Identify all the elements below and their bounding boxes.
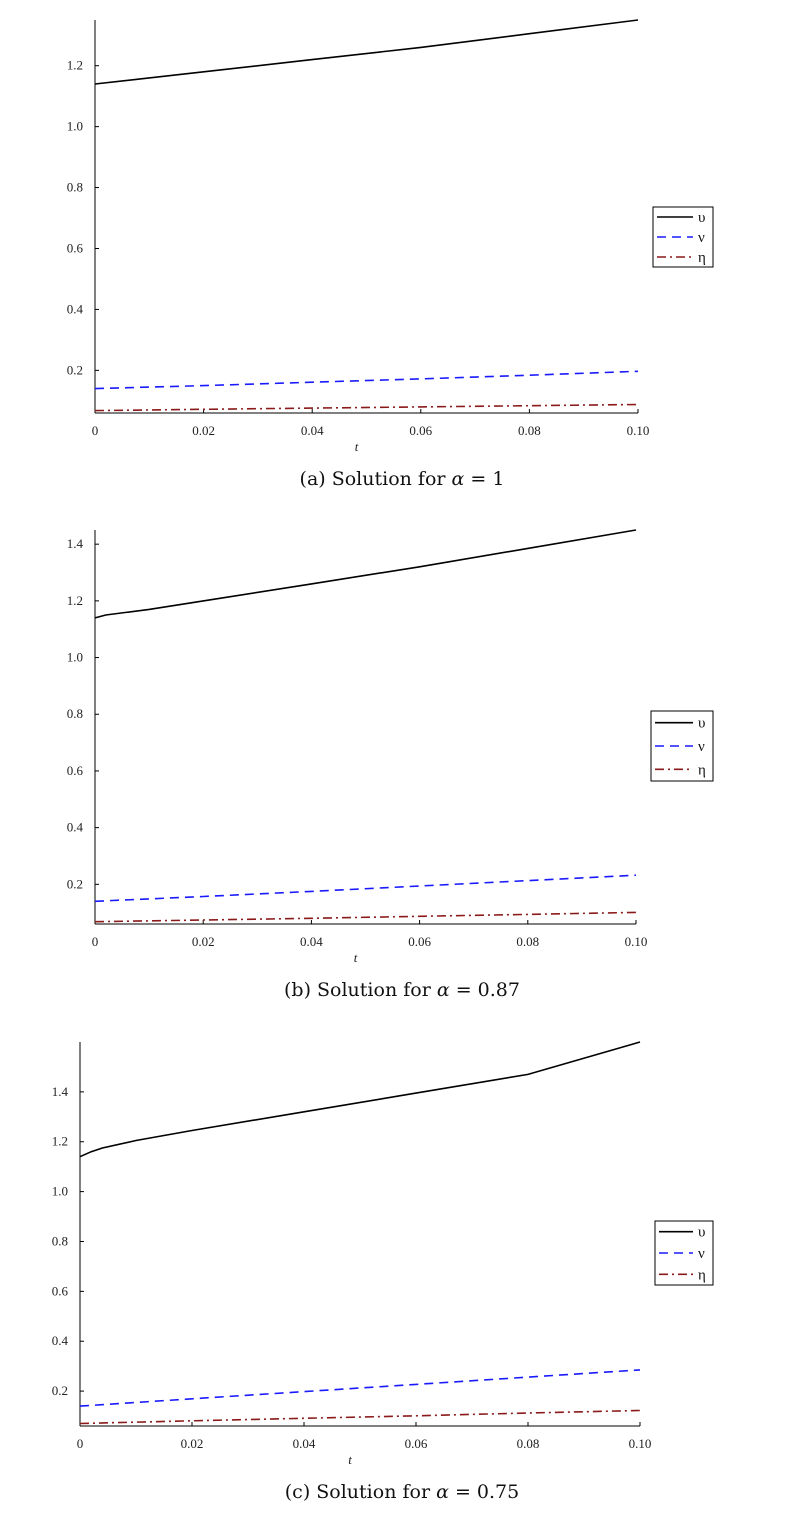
chart-a-x-tick-label: 0 bbox=[92, 423, 99, 438]
chart-c-svg: 0 0.02 0.04 0.06 0.08 0.10 0.2 0.4 0.6 0.8 1.0 1.2 1… bbox=[52, 1041, 714, 1467]
chart-a-x-tick-label: 0.06 bbox=[409, 423, 432, 438]
chart-panel-c: 0 0.02 0.04 0.06 0.08 0.10 0.2 0.4 0.6 0.8 1.0 1.2 1… bbox=[0, 1015, 804, 1513]
chart-b-caption: (b) Solution for α = 0.87 bbox=[0, 979, 804, 1001]
chart-c-x-axis-label: t bbox=[348, 1452, 352, 1467]
chart-c-legend-label: υ bbox=[698, 1225, 705, 1241]
chart-b-y-tick-label: 1.4 bbox=[67, 536, 84, 551]
chart-b-y-tick-label: 0.8 bbox=[67, 706, 83, 721]
chart-b-y-tick-label: 0.4 bbox=[67, 820, 84, 835]
chart-c-x-tick-label: 0.10 bbox=[629, 1436, 652, 1451]
chart-c-x-tick-label: 0.02 bbox=[181, 1436, 204, 1451]
chart-c-x-tick-label: 0.08 bbox=[517, 1436, 540, 1451]
chart-c-legend-label: η bbox=[698, 1267, 706, 1283]
chart-c-x-tick-label: 0.04 bbox=[293, 1436, 316, 1451]
chart-c-series-line-3 bbox=[79, 1409, 641, 1425]
chart-b-legend-label: ν bbox=[698, 739, 705, 755]
chart-a-y-tick-label: 1.2 bbox=[67, 58, 83, 73]
chart-c-y-tick-label: 0.6 bbox=[52, 1283, 69, 1298]
chart-a-legend-label: η bbox=[698, 250, 706, 266]
chart-a-svg: 0 0.02 0.04 0.06 0.08 0.10 0.2 0.4 0.6 0.8 1.0 1.2 t… bbox=[67, 19, 714, 454]
chart-c-y-tick-label: 0.8 bbox=[52, 1233, 68, 1248]
chart-a-x-tick-label: 0.04 bbox=[301, 423, 324, 438]
chart-b-y-tick-label: 0.6 bbox=[67, 763, 84, 778]
chart-a-y-tick-label: 0.6 bbox=[67, 240, 84, 255]
chart-c-y-tick-label: 1.4 bbox=[52, 1084, 69, 1099]
chart-b-y-tick-label: 1.0 bbox=[67, 650, 83, 665]
chart-a-caption: (a) Solution for α = 1 bbox=[0, 468, 804, 490]
chart-c-caption-prefix: (c) Solution for bbox=[284, 1481, 437, 1503]
chart-b-legend-label: η bbox=[698, 762, 706, 778]
chart-a-y-tick-label: 0.8 bbox=[67, 180, 83, 195]
chart-a-caption-symbol: α bbox=[451, 468, 465, 490]
chart-b-legend: υνη bbox=[650, 710, 714, 782]
chart-b-x-tick-label: 0.08 bbox=[516, 934, 539, 949]
chart-c-y-tick-label: 0.4 bbox=[52, 1333, 69, 1348]
chart-b-svg: 0 0.02 0.04 0.06 0.08 0.10 0.2 0.4 0.6 0.8 1.0 1.2 1… bbox=[67, 529, 714, 965]
chart-b-x-tick-label: 0.10 bbox=[625, 934, 648, 949]
chart-a-legend-label: υ bbox=[698, 210, 705, 226]
chart-a-caption-prefix: (a) Solution for bbox=[299, 468, 452, 490]
chart-b-x-tick-label: 0.02 bbox=[192, 934, 215, 949]
chart-c-caption: (c) Solution for α = 0.75 bbox=[0, 1481, 804, 1503]
chart-panel-b: 0 0.02 0.04 0.06 0.08 0.10 0.2 0.4 0.6 0.8 1.0 1.2 1… bbox=[0, 505, 804, 1015]
chart-c-caption-symbol: α bbox=[436, 1481, 449, 1503]
chart-a-series-line-2 bbox=[94, 370, 639, 390]
chart-a-caption-value: = 1 bbox=[464, 468, 505, 490]
chart-a-y-tick-label: 1.0 bbox=[67, 119, 83, 134]
chart-c-x-tick-label: 0.06 bbox=[405, 1436, 428, 1451]
chart-b-series-line-3 bbox=[94, 911, 637, 923]
chart-c-y-tick-label: 0.2 bbox=[52, 1383, 68, 1398]
chart-a-x-tick-label: 0.02 bbox=[192, 423, 215, 438]
chart-c-legend: υνη bbox=[654, 1220, 714, 1286]
chart-a-legend-label: ν bbox=[698, 230, 705, 246]
chart-b-caption-prefix: (b) Solution for bbox=[284, 979, 437, 1001]
chart-b-series-line-2 bbox=[94, 874, 637, 903]
chart-a-series-line-1 bbox=[94, 19, 639, 85]
chart-a-x-tick-label: 0.08 bbox=[518, 423, 541, 438]
chart-c-series-line-1 bbox=[79, 1041, 641, 1158]
chart-b-series-line-1 bbox=[94, 529, 637, 619]
chart-c-y-tick-label: 1.2 bbox=[52, 1134, 68, 1149]
chart-panel-a: 0 0.02 0.04 0.06 0.08 0.10 0.2 0.4 0.6 0.8 1.0 1.2 t… bbox=[0, 0, 804, 505]
chart-b-x-tick-label: 0.04 bbox=[300, 934, 323, 949]
chart-b-caption-symbol: α bbox=[436, 979, 450, 1001]
chart-b-x-tick-label: 0.06 bbox=[408, 934, 431, 949]
chart-a-x-axis-label: t bbox=[355, 439, 359, 454]
chart-a-x-tick-label: 0.10 bbox=[627, 423, 650, 438]
chart-b-x-axis-label: t bbox=[354, 950, 358, 965]
chart-a-series-line-3 bbox=[94, 403, 639, 412]
chart-b-legend-label: υ bbox=[698, 716, 705, 732]
chart-c-x-tick-label: 0 bbox=[77, 1436, 84, 1451]
chart-b-y-tick-label: 1.2 bbox=[67, 593, 83, 608]
chart-c-legend-label: ν bbox=[698, 1246, 705, 1262]
chart-b-caption-value: = 0.87 bbox=[449, 979, 520, 1001]
chart-b-y-tick-label: 0.2 bbox=[67, 876, 83, 891]
chart-a-y-tick-label: 0.4 bbox=[67, 301, 84, 316]
chart-c-series-line-2 bbox=[79, 1369, 641, 1407]
chart-b-x-tick-label: 0 bbox=[92, 934, 99, 949]
chart-a-legend: υνη bbox=[652, 206, 714, 268]
chart-c-y-tick-label: 1.0 bbox=[52, 1184, 68, 1199]
chart-a-y-tick-label: 0.2 bbox=[67, 362, 83, 377]
chart-c-caption-value: = 0.75 bbox=[448, 1481, 520, 1503]
